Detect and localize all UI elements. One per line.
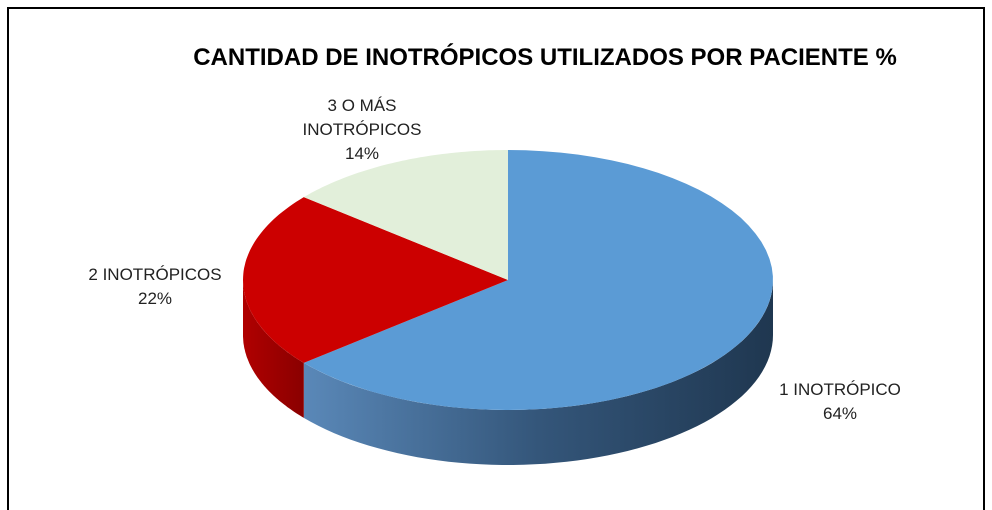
value-label: 22% [137,289,173,308]
slice-side [243,280,304,418]
data-label: 2 INOTRÓPICOS 22% [55,263,255,311]
slice [303,150,508,280]
category-label: 1 INOTRÓPICO [779,380,901,399]
slice [243,197,508,363]
slice-side [303,280,773,465]
category-label: 2 INOTRÓPICOS [88,265,222,284]
frame [7,7,985,510]
chart-title: CANTIDAD DE INOTRÓPICOS UTILIZADOS POR P… [193,44,897,71]
slice [303,150,773,410]
data-label: 3 O MÁS INOTRÓPICOS 14% [292,94,432,166]
data-label: 1 INOTRÓPICO 64% [740,378,940,426]
category-label: 3 O MÁS INOTRÓPICOS [302,96,422,139]
value-label: 14% [344,144,380,163]
value-label: 64% [822,404,858,423]
